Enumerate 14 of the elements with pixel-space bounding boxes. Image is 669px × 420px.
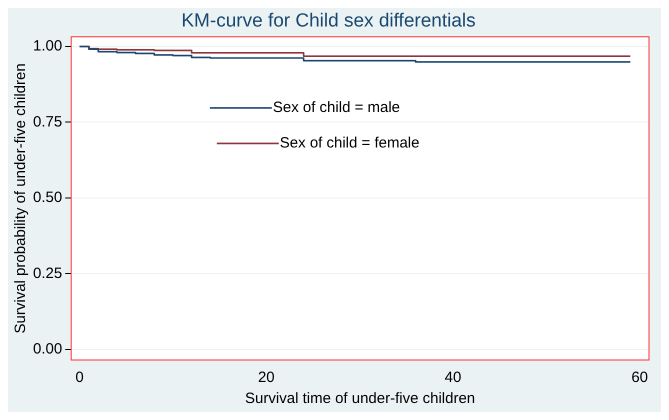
y-tick-label: 0.00 bbox=[32, 340, 62, 358]
legend-label: Sex of child = male bbox=[272, 99, 400, 116]
x-tick-label: 0 bbox=[75, 369, 84, 386]
y-tick-label: 0.50 bbox=[32, 189, 62, 206]
legend-label: Sex of child = female bbox=[280, 134, 420, 152]
x-tick-label: 60 bbox=[631, 369, 648, 386]
x-tick-label: 40 bbox=[444, 369, 462, 386]
y-tick-label: 0.75 bbox=[32, 113, 62, 130]
y-axis-title: Survival probability of under-five children bbox=[12, 63, 30, 334]
y-tick-label: 0.25 bbox=[32, 264, 62, 282]
x-axis-title: Survival time of under-five children bbox=[245, 390, 476, 408]
x-tick-label: 20 bbox=[258, 369, 275, 386]
chart-title: KM-curve for Child sex differentials bbox=[181, 10, 476, 32]
y-tick-label: 1.00 bbox=[32, 38, 62, 55]
